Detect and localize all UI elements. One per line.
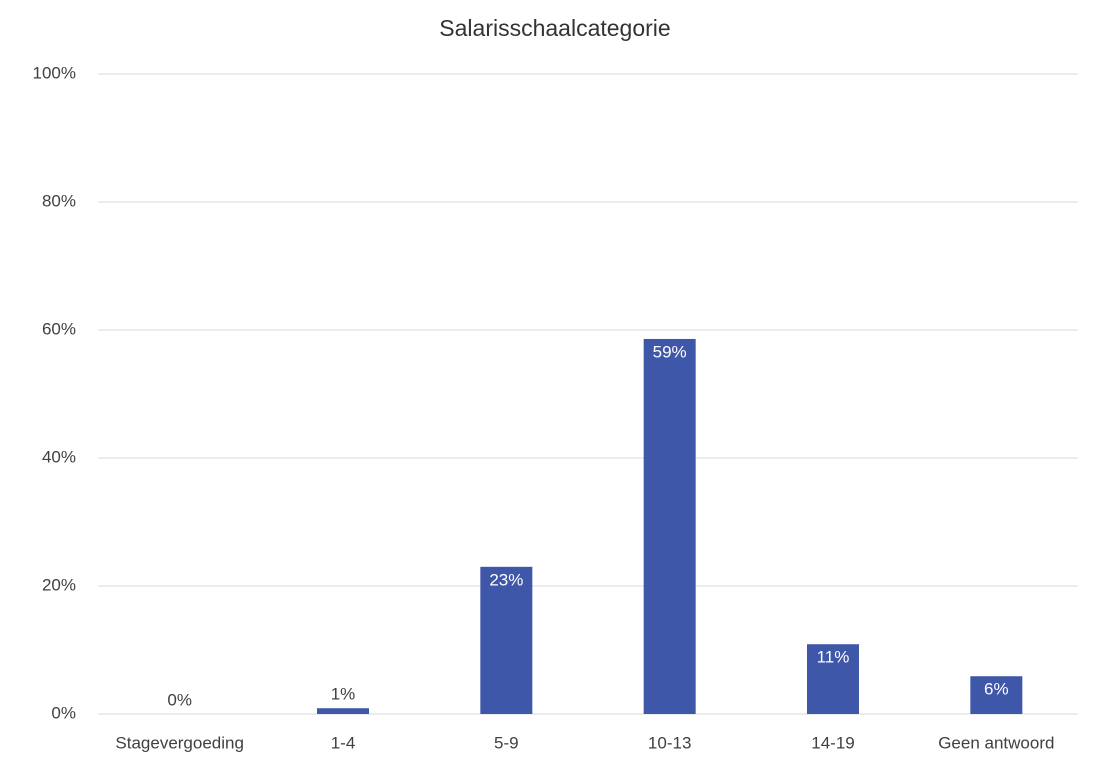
data-label: 1%	[331, 685, 356, 704]
data-label: 59%	[653, 342, 687, 361]
bar	[480, 566, 533, 714]
bar	[317, 708, 369, 714]
chart-title: Salarisschaalcategorie	[439, 15, 670, 41]
data-label: 23%	[489, 570, 523, 589]
y-tick-label: 80%	[42, 191, 76, 210]
y-tick-label: 60%	[42, 319, 76, 338]
x-tick-label: Stagevergoeding	[115, 733, 244, 752]
data-label: 0%	[167, 690, 192, 709]
y-tick-label: 40%	[42, 447, 76, 466]
data-label: 6%	[984, 680, 1009, 699]
x-tick-label: 5-9	[494, 733, 519, 752]
x-tick-label: 1-4	[331, 733, 356, 752]
bar	[643, 338, 696, 714]
x-tick-label: 10-13	[648, 733, 691, 752]
bar	[970, 676, 1023, 714]
y-tick-label: 0%	[51, 703, 76, 722]
y-tick-label: 100%	[33, 63, 76, 82]
y-tick-label: 20%	[42, 575, 76, 594]
x-tick-label: 14-19	[811, 733, 854, 752]
data-label: 11%	[817, 648, 850, 667]
x-tick-label: Geen antwoord	[938, 733, 1054, 752]
bar	[807, 644, 859, 714]
